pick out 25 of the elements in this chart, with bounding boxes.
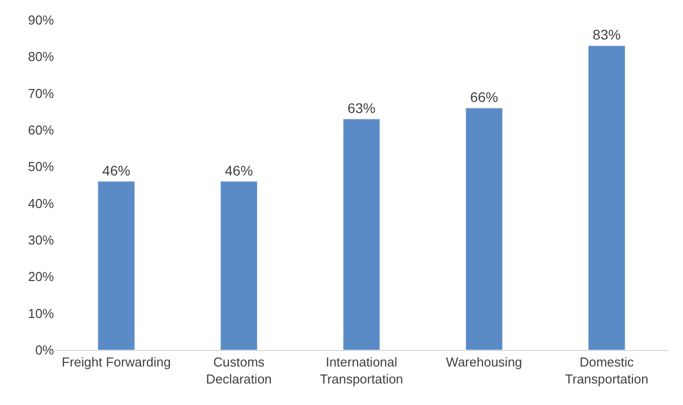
bar xyxy=(342,118,380,350)
y-tick-label: 40% xyxy=(28,196,54,211)
x-tick-label: Domestic Transportation xyxy=(565,354,648,386)
y-tick-label: 80% xyxy=(28,49,54,64)
y-tick-label: 50% xyxy=(28,159,54,174)
data-label: 66% xyxy=(470,89,498,105)
bar xyxy=(220,181,258,350)
bar xyxy=(98,181,135,350)
data-label: 83% xyxy=(592,26,621,43)
x-tick-label: Customs Declaration xyxy=(206,354,272,386)
data-label: 63% xyxy=(347,100,376,116)
y-tick-label: 0% xyxy=(35,342,54,358)
y-tick-label: 70% xyxy=(28,86,54,101)
bar xyxy=(588,45,626,350)
y-tick-label: 60% xyxy=(28,122,54,138)
x-tick-label: International Transportation xyxy=(320,354,404,386)
y-tick-label: 10% xyxy=(28,306,54,321)
x-tick-label: Freight Forwarding xyxy=(62,354,171,370)
data-label: 46% xyxy=(224,162,253,178)
x-tick-label: Warehousing xyxy=(446,354,522,370)
bar xyxy=(465,108,503,350)
y-tick-label: 90% xyxy=(28,12,54,28)
data-label: 46% xyxy=(102,162,130,178)
y-tick-label: 30% xyxy=(28,232,54,248)
y-tick-label: 20% xyxy=(28,269,54,284)
